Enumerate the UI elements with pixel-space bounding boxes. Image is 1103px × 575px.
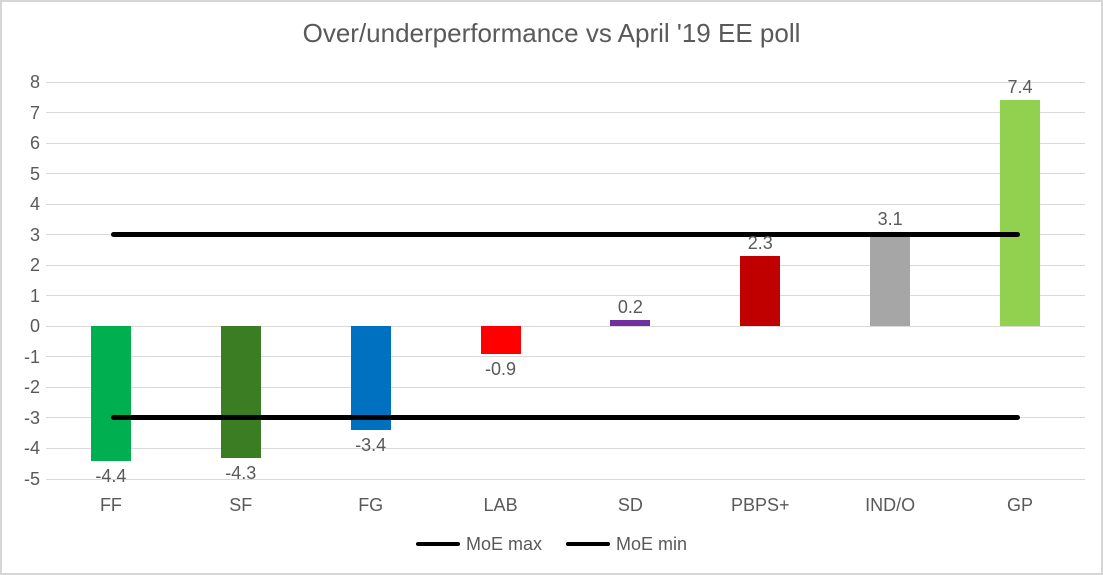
- bar-LAB: [480, 326, 521, 354]
- bar-SD: [610, 320, 651, 327]
- gridline: [46, 386, 1085, 388]
- legend: MoE max MoE min: [2, 534, 1101, 554]
- bar-IND/O: [870, 231, 911, 327]
- y-axis-tick-label: 5: [29, 163, 40, 184]
- data-label: -4.4: [95, 465, 127, 486]
- x-axis-label-sf: SF: [229, 495, 253, 515]
- legend-label: MoE min: [616, 534, 688, 554]
- legend-item-moe-min: MoE min: [566, 534, 687, 554]
- bar-PBPS+: [740, 256, 781, 327]
- y-axis-tick-label: 0: [29, 316, 40, 337]
- y-axis-tick-label: -3: [23, 407, 40, 428]
- gridline: [46, 173, 1085, 175]
- y-axis-tick-label: 4: [29, 194, 40, 215]
- x-axis-label-fg: FG: [358, 495, 384, 515]
- gridline: [46, 264, 1085, 266]
- x-axis-label-ind-o: IND/O: [865, 495, 916, 515]
- gridline: [46, 478, 1085, 480]
- gridline: [46, 142, 1085, 144]
- reference-line-moe-max: [110, 232, 1021, 238]
- bar-FF: [90, 326, 131, 461]
- gridline: [46, 203, 1085, 205]
- y-axis-tick-label: 7: [29, 102, 40, 123]
- y-axis-tick-label: 2: [29, 255, 40, 276]
- bar-SF: [220, 326, 261, 458]
- y-axis-tick-label: 1: [29, 285, 40, 306]
- data-label: -4.3: [225, 462, 257, 483]
- y-axis-tick-label: -2: [23, 377, 40, 398]
- data-label: -0.9: [485, 358, 517, 379]
- reference-line-moe-min: [110, 415, 1021, 421]
- y-axis-tick-label: -1: [23, 346, 40, 367]
- legend-line-swatch: [415, 542, 460, 546]
- data-label: 3.1: [877, 208, 903, 229]
- gridline: [46, 356, 1085, 358]
- data-label: 2.3: [747, 233, 773, 254]
- x-axis-label-pbps-: PBPS+: [731, 495, 790, 515]
- legend-line-swatch: [566, 542, 610, 546]
- data-label: -3.4: [355, 435, 387, 456]
- gridline: [46, 81, 1085, 83]
- gridline: [46, 325, 1085, 327]
- bar-GP: [1000, 100, 1041, 327]
- x-axis-label-lab: LAB: [483, 495, 518, 515]
- x-axis-label-gp: GP: [1007, 495, 1034, 515]
- data-label: 7.4: [1007, 77, 1033, 98]
- y-axis-tick-label: -5: [23, 469, 40, 489]
- x-axis-label-ff: FF: [99, 495, 122, 515]
- gridline: [46, 447, 1085, 449]
- y-axis-tick-label: 3: [29, 224, 40, 245]
- legend-label: MoE max: [465, 534, 542, 554]
- x-axis-label-sd: SD: [617, 495, 643, 515]
- chart-title: Over/underperformance vs April '19 EE po…: [302, 18, 801, 48]
- y-axis-tick-label: 8: [29, 72, 40, 92]
- data-label: 0.2: [617, 297, 643, 318]
- y-axis-tick-label: 6: [29, 133, 40, 154]
- bar-FG: [350, 326, 391, 431]
- legend-item-moe-max: MoE max: [415, 534, 542, 554]
- gridline: [46, 112, 1085, 114]
- gridline: [46, 295, 1085, 297]
- y-axis-tick-label: -4: [23, 438, 40, 459]
